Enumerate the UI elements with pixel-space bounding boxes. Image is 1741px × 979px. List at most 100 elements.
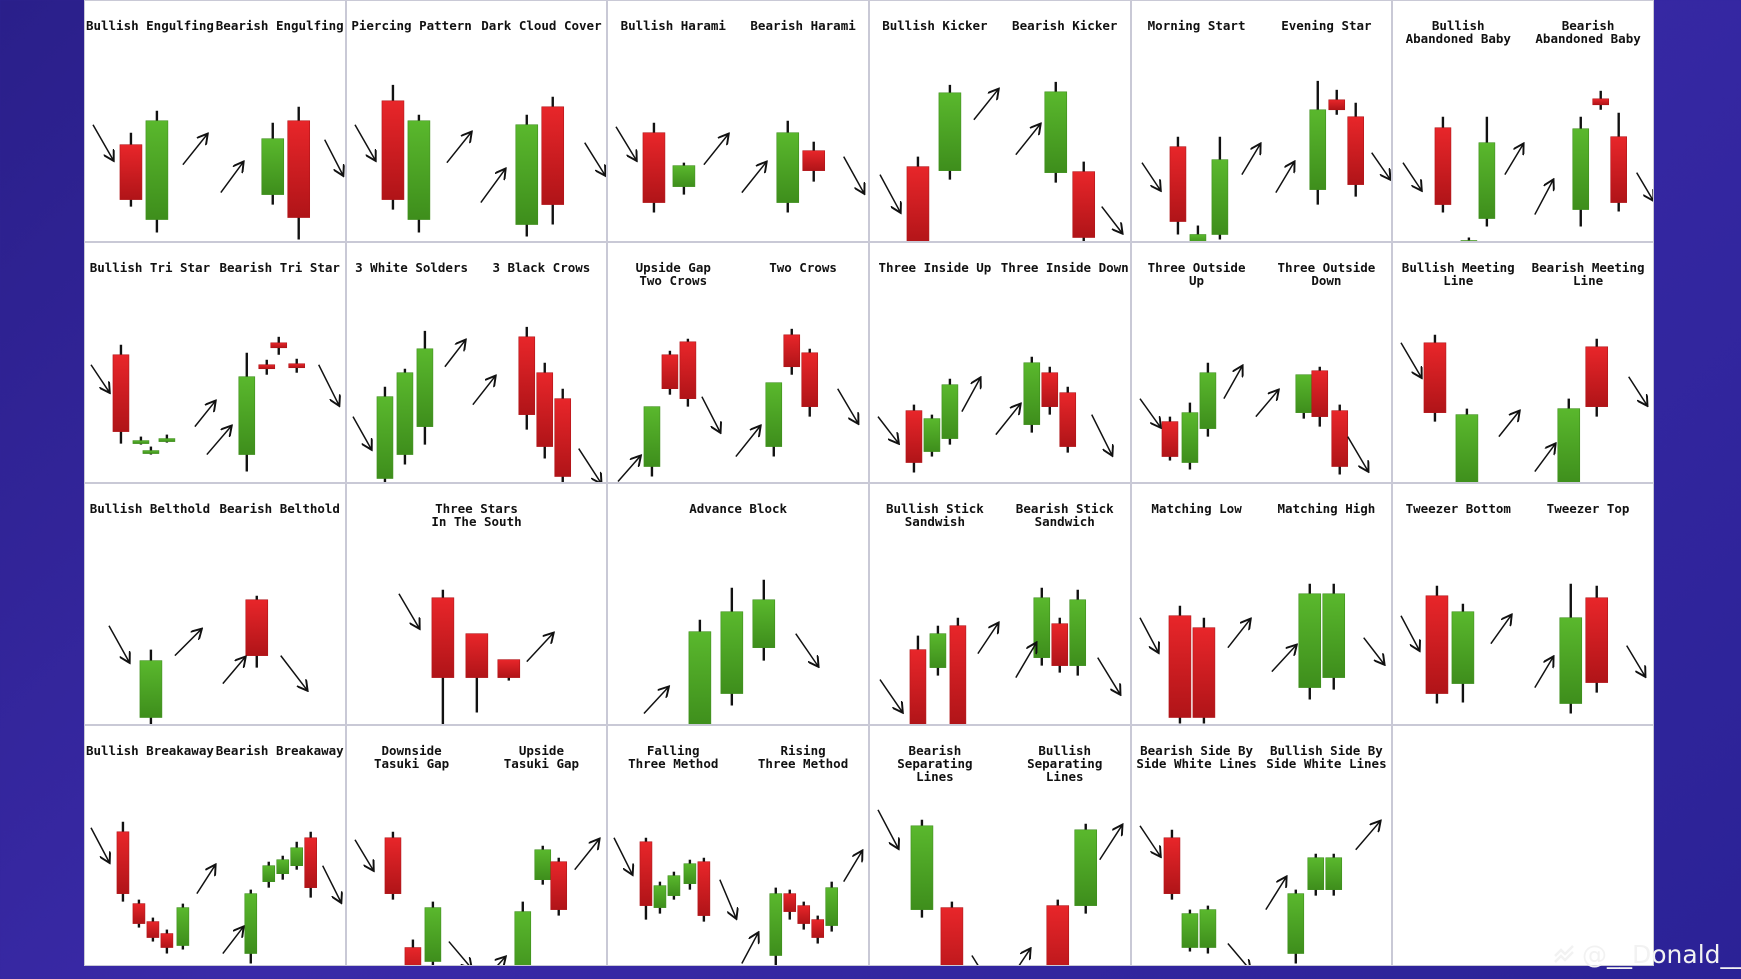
bearish-candle [797, 901, 811, 930]
candle-body [116, 830, 130, 894]
bullish-candle [416, 330, 433, 445]
trend-arrow-icon [318, 363, 339, 404]
bearish-candle [1347, 102, 1364, 197]
candle-body [139, 660, 163, 718]
candle-body [376, 395, 393, 479]
bullish-candle [825, 881, 839, 932]
pattern-diagram [1139, 726, 1392, 965]
trend-arrow-icon [615, 126, 636, 160]
trend-arrow-icon [971, 954, 979, 965]
candle-body [1328, 99, 1345, 111]
candle-body [643, 405, 661, 467]
bullish-candle [752, 579, 776, 661]
candle-body [290, 846, 304, 866]
trend-arrow-icon [1226, 620, 1250, 649]
candle-body [381, 100, 404, 200]
trend-arrow-icon [397, 593, 419, 628]
pattern-cell: Bearish Side By Side White Lines Bullish … [1131, 725, 1392, 965]
trend-arrow-icon [973, 90, 998, 121]
candle-body [384, 836, 401, 894]
candle-body [1307, 856, 1324, 890]
bearish-candle [661, 350, 679, 395]
pattern-cell: Bullish Tri Star Bearish Tri Star [85, 242, 345, 482]
candle-body [112, 353, 130, 432]
candle-body [1072, 171, 1096, 238]
bearish-candle [541, 96, 564, 225]
pattern-label: Bullish Tri Star [89, 259, 211, 275]
candle-body [270, 341, 288, 348]
candle-body [905, 409, 923, 463]
pattern-diagram [613, 836, 868, 965]
candle-body [304, 836, 317, 888]
bearish-candle [1592, 90, 1610, 110]
pattern-label: Three Inside Down [1000, 259, 1129, 275]
candle-body [536, 371, 553, 447]
candle-body [1044, 91, 1068, 173]
trend-arrow-icon [322, 864, 341, 901]
trend-arrow-icon [961, 378, 980, 412]
pattern-diagram [879, 587, 1130, 724]
bearish-candle [1051, 617, 1069, 673]
candle-body [1585, 597, 1609, 683]
trend-arrow-icon [1264, 877, 1285, 910]
trend-arrow-icon [879, 174, 900, 212]
bullish-candle [1557, 398, 1581, 482]
trend-arrow-icon [353, 124, 375, 160]
candle-body [1295, 373, 1312, 413]
bullish-candle [720, 587, 744, 706]
trend-arrow-icon [613, 836, 632, 873]
pattern-label: Bearish Separating Lines [897, 742, 973, 784]
trend-arrow-icon [92, 124, 113, 160]
candle-body [238, 375, 256, 455]
candle-body [431, 597, 454, 678]
trend-arrow-icon [1138, 617, 1158, 652]
pattern-label: Matching Low [1151, 501, 1242, 516]
pattern-label: Tweezer Bottom [1405, 501, 1511, 516]
pattern-cell: Advance Block [608, 484, 868, 724]
candle-body [1163, 836, 1180, 894]
bearish-candle [536, 362, 553, 459]
candle-body [407, 120, 430, 220]
candle-body [1434, 127, 1452, 205]
pattern-cell: Three Outside Up Three Outside Down [1131, 242, 1392, 482]
bullish-candle [1023, 356, 1041, 433]
trend-arrow-icon [324, 139, 343, 175]
trend-arrow-icon [220, 163, 243, 194]
pattern-diagram [90, 336, 345, 472]
trend-arrow-icon [484, 957, 504, 965]
pattern-cell: Morning Start Evening Star [1131, 1, 1392, 241]
candle-body [697, 860, 711, 916]
trend-arrow-icon [525, 634, 552, 663]
candle-body [783, 892, 797, 912]
pattern-label: Bearish Harami [750, 18, 856, 33]
candle-body [1069, 599, 1087, 666]
bullish-candle [158, 434, 176, 443]
candle-body [825, 886, 839, 926]
candle-body [416, 347, 433, 427]
pattern-cell: Bullish Kicker Bearish Kicker [869, 1, 1130, 241]
bullish-candle [139, 649, 163, 724]
bearish-candle [1169, 136, 1186, 235]
trend-arrow-icon [1534, 181, 1553, 215]
candle-body [1311, 369, 1328, 417]
bearish-candle [287, 106, 311, 240]
bullish-candle [1460, 237, 1478, 241]
pattern-label: Bullish Breakaway [85, 742, 214, 758]
trend-arrow-icon [1139, 397, 1160, 426]
bullish-candle [132, 436, 150, 445]
bearish-candle [119, 132, 143, 207]
bearish-candle [431, 589, 454, 724]
bearish-candle [679, 338, 697, 407]
bullish-candle [515, 114, 538, 237]
candle-body [941, 383, 959, 439]
pattern-label: Bearish Meeting Line [1531, 259, 1645, 288]
pattern-diagram [92, 106, 345, 240]
pattern-label: Advance Block [689, 501, 788, 516]
pattern-diagram [615, 120, 868, 213]
bullish-candle [1322, 583, 1345, 690]
pattern-cell: Bullish Harami Bearish Harami [608, 1, 868, 241]
pattern-label: Bullish Belthold [89, 501, 211, 516]
bullish-candle [938, 84, 962, 180]
trend-arrow-icon [795, 633, 818, 666]
bearish-candle [906, 156, 930, 241]
